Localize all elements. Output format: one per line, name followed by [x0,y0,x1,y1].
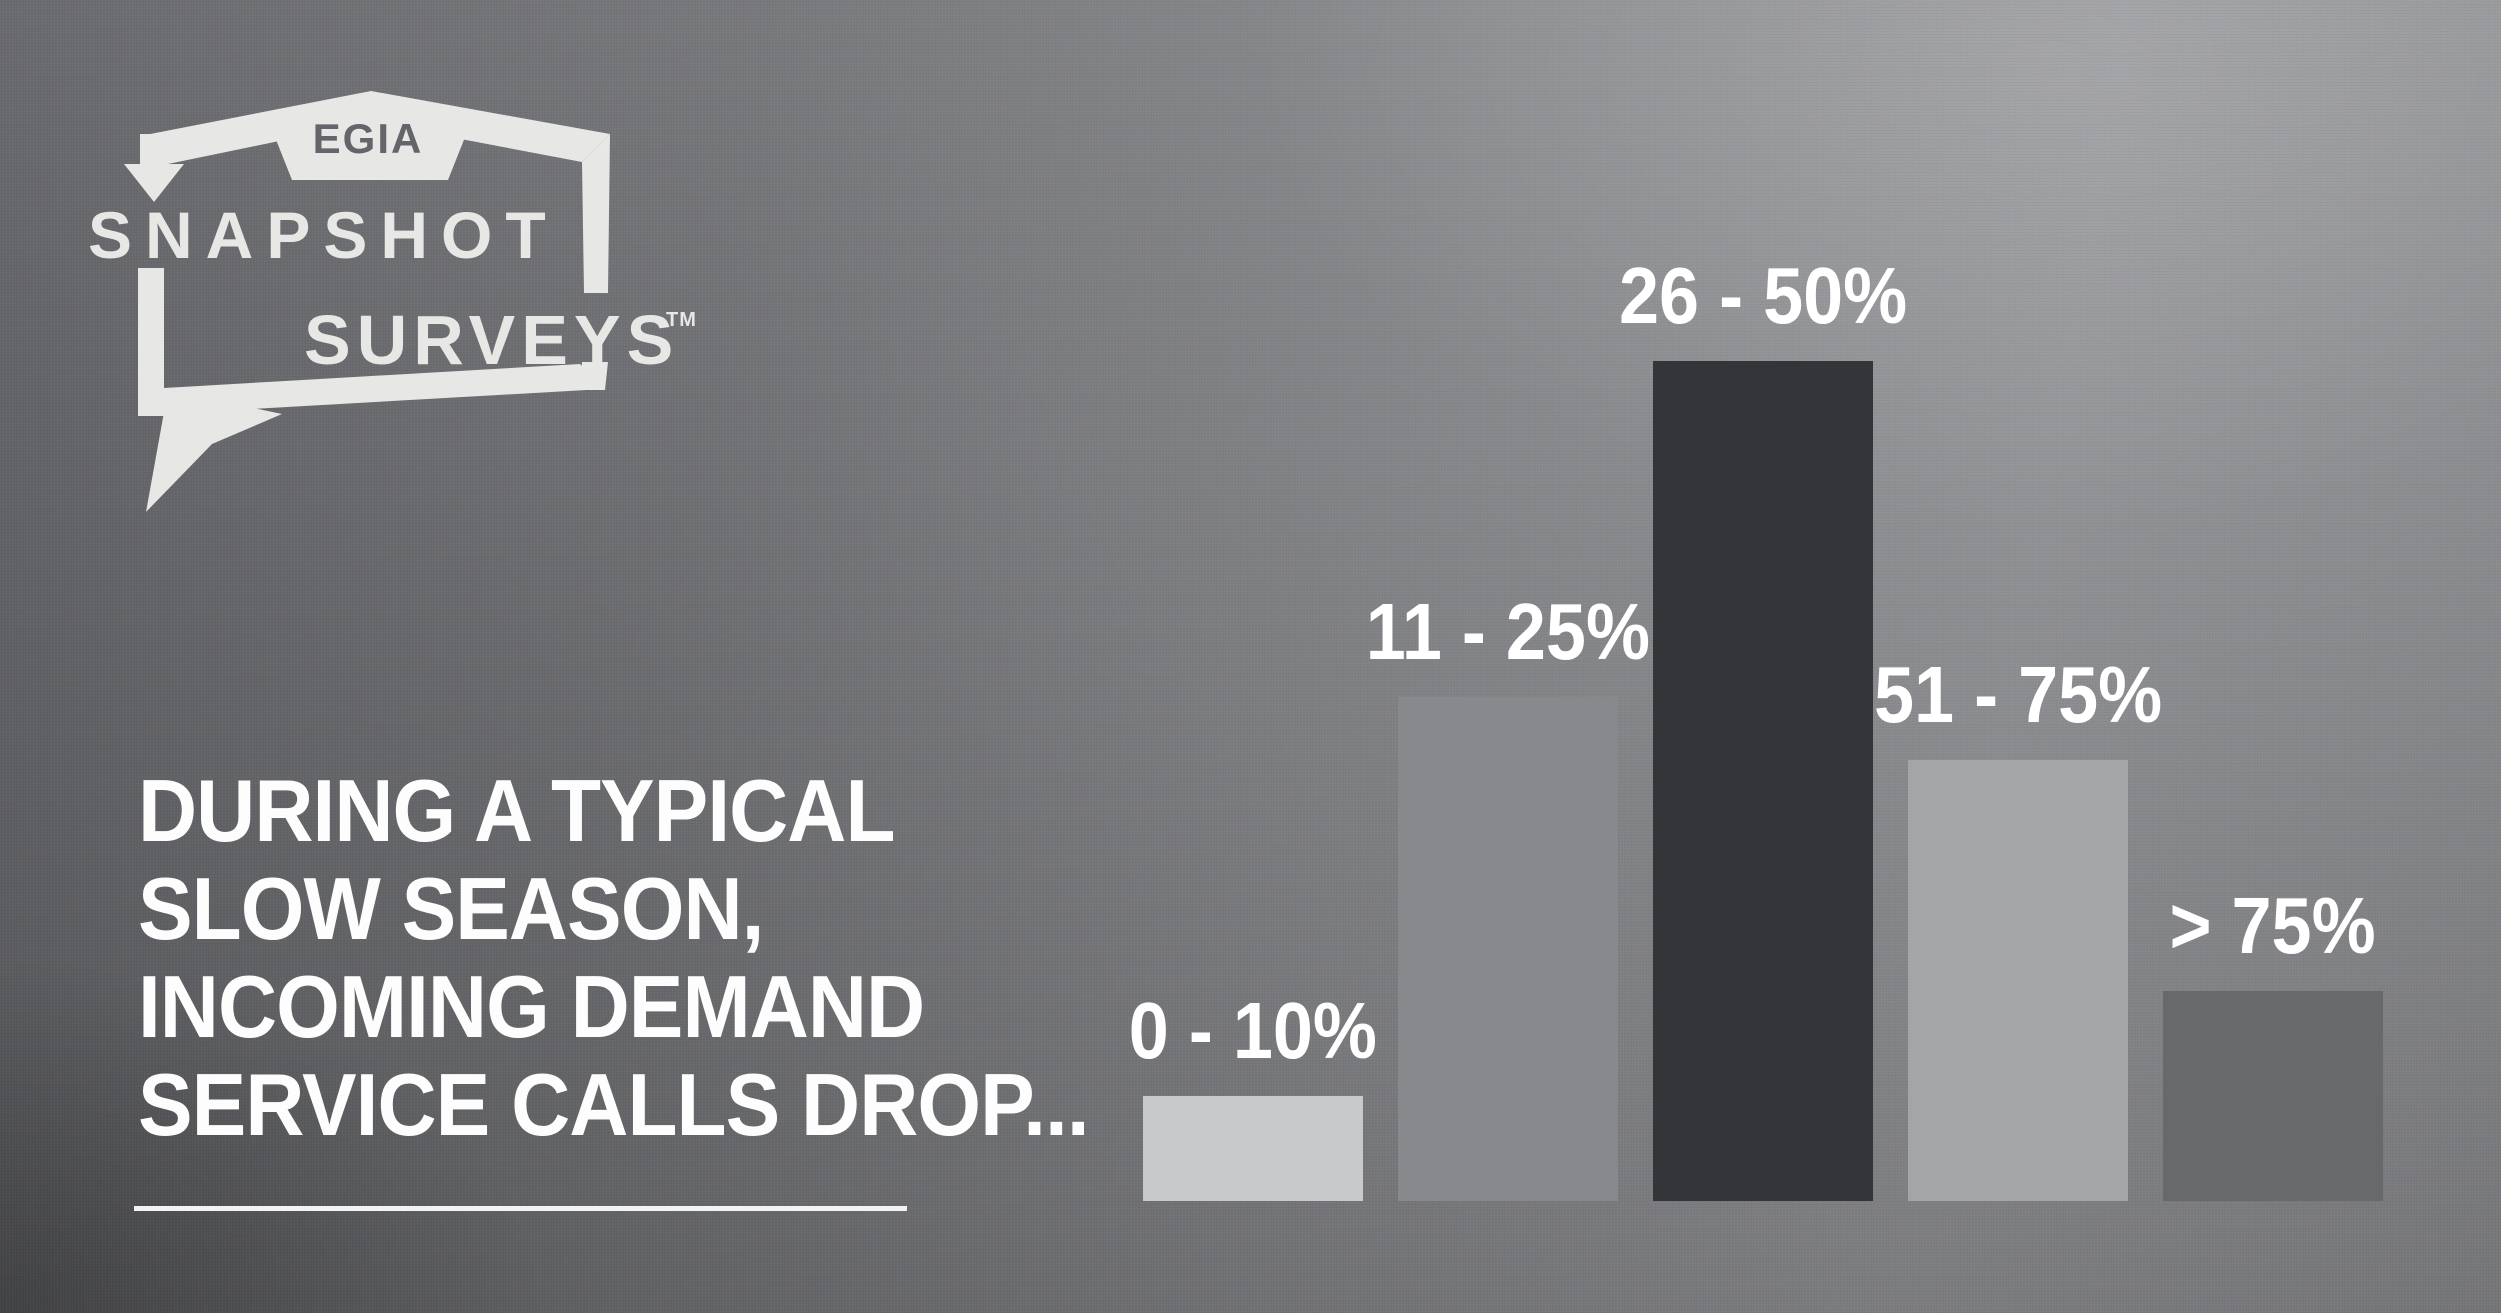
logo-tm-text: TM [666,309,697,331]
logo-bubble-bottom-band [164,364,604,414]
title-line-2: SLOW SEASON, [138,859,764,958]
bar-26-50pct [1653,361,1873,1201]
bar-11-25pct [1398,697,1618,1201]
bar-column-0-10pct: 0 - 10% [1129,991,1377,1201]
logo-egia-notch [265,112,475,180]
logo-surveys-text: SURVEYS [304,301,679,379]
bar-label-51-75pct: 51 - 75% [1873,650,2163,739]
bar-label-0-10pct: 0 - 10% [1128,986,1378,1075]
title-line-1: DURING A TYPICAL [138,761,895,860]
logo-bubble-tail [146,390,282,512]
bar-column-26-50pct: 26 - 50% [1619,256,1907,1201]
bar-chart: 0 - 10% 11 - 25% 26 - 50% 51 - 75% > 75% [1129,256,2383,1201]
title-line-3: INCOMING DEMAND [138,957,925,1056]
survey-question-title: DURING A TYPICAL SLOW SEASON, INCOMING D… [138,761,1090,1154]
title-underline-rule [134,1206,907,1211]
bar-label-over-75pct: > 75% [2169,881,2377,970]
logo-bubble-left-band [138,268,164,416]
bar-51-75pct [1908,760,2128,1201]
logo-bubble-right-band-upper [582,134,610,293]
logo-bubble-top-band [140,91,610,164]
title-line-4: SERVICE CALLS DROP... [138,1055,1090,1154]
bar-over-75pct [2163,991,2383,1201]
bar-label-11-25pct: 11 - 25% [1365,587,1651,676]
bar-0-10pct [1143,1096,1363,1201]
bar-column-11-25pct: 11 - 25% [1366,592,1650,1201]
logo-snapshot-text: SNAPSHOT [88,198,559,272]
bar-column-over-75pct: > 75% [2163,886,2383,1201]
logo-arrow-shaft [140,134,168,164]
bar-column-51-75pct: 51 - 75% [1874,655,2162,1201]
logo-egia-text: EGIA [313,115,424,162]
egia-snapshot-surveys-logo: EGIA SNAPSHOT SURVEYS TM [88,91,697,512]
logo-arrow-icon [124,164,184,202]
bar-label-26-50pct: 26 - 50% [1618,251,1908,340]
